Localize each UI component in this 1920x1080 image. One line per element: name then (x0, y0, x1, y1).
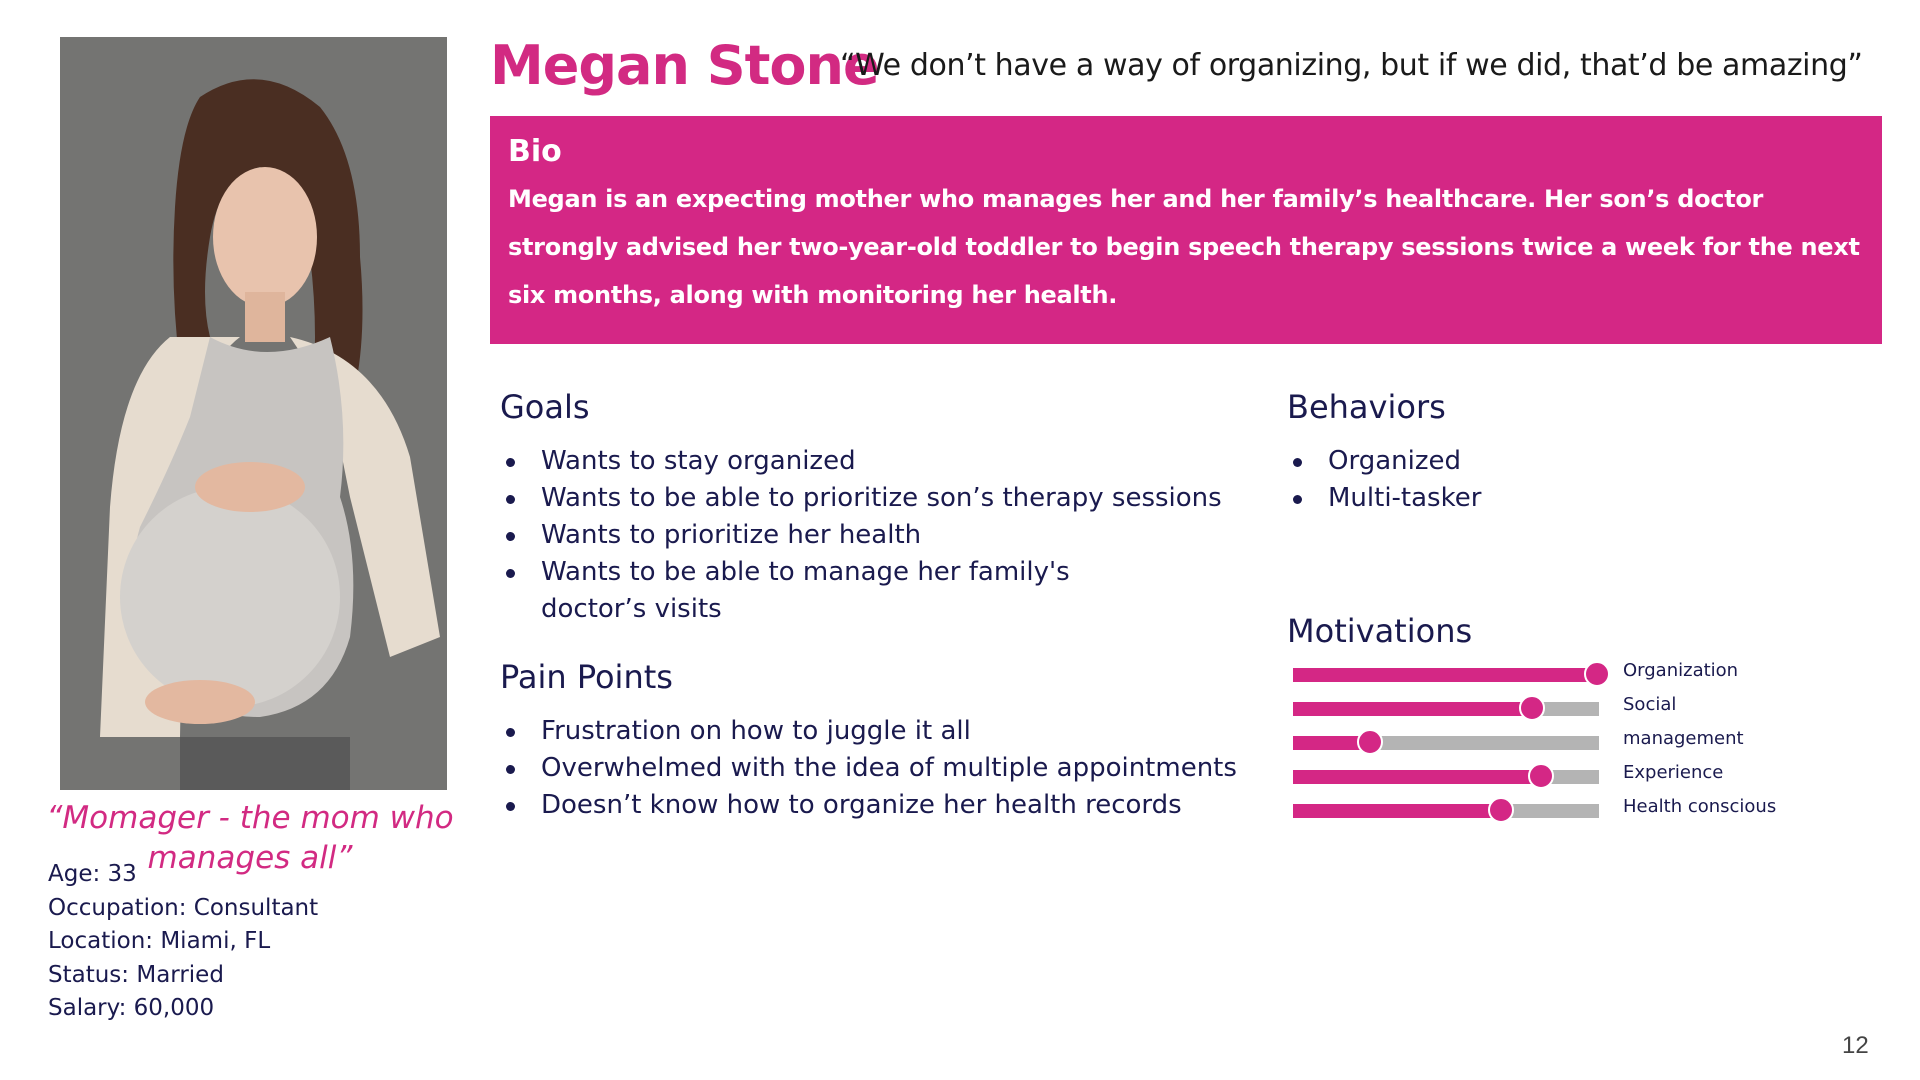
motivation-label: Social (1623, 694, 1677, 715)
motivation-knob (1528, 763, 1554, 789)
bio-text: Megan is an expecting mother who manages… (508, 185, 1860, 309)
pain-points-title: Pain Points (500, 658, 673, 696)
detail-age: Age: 33 (48, 861, 137, 887)
persona-tagline: “Momager - the mom who manages all” (46, 800, 454, 876)
motivation-track (1293, 797, 1599, 823)
bio-panel: Bio Megan is an expecting mother who man… (490, 116, 1882, 344)
persona-name: Megan Stone (490, 34, 880, 97)
pain-points-list: Frustration on how to juggle it all Over… (500, 713, 1260, 824)
motivation-row: management (1293, 728, 1813, 755)
motivation-fill (1293, 668, 1599, 682)
motivation-fill (1293, 770, 1541, 784)
motivation-label: Health conscious (1623, 796, 1777, 817)
detail-occupation: Occupation: Consultant (48, 894, 319, 921)
motivation-row: Social (1293, 694, 1813, 721)
pain-point-item: Overwhelmed with the idea of multiple ap… (500, 750, 1260, 787)
motivation-track (1293, 729, 1599, 755)
pain-point-item: Doesn’t know how to organize her health … (500, 787, 1260, 824)
detail-status: Status: Married (48, 961, 224, 988)
motivation-label: Experience (1623, 762, 1724, 783)
motivation-track (1293, 763, 1599, 789)
motivation-label: management (1623, 728, 1744, 749)
motivations-title: Motivations (1287, 612, 1473, 650)
motivation-fill (1293, 702, 1532, 716)
motivation-row: Experience (1293, 762, 1813, 789)
behavior-item: Multi-tasker (1287, 480, 1687, 517)
behaviors-list: Organized Multi-tasker (1287, 443, 1687, 517)
goal-item: Wants to be able to prioritize son’s the… (500, 480, 1240, 517)
goals-list: Wants to stay organized Wants to be able… (500, 443, 1240, 628)
motivation-fill (1293, 804, 1501, 818)
bio-title: Bio (508, 134, 562, 169)
motivation-knob (1488, 797, 1514, 823)
motivation-label: Organization (1623, 660, 1739, 681)
persona-photo (60, 37, 447, 790)
goals-title: Goals (500, 388, 590, 426)
goal-item: Wants to stay organized (500, 443, 1240, 480)
detail-salary: Salary: 60,000 (48, 995, 215, 1021)
motivation-track (1293, 695, 1599, 721)
persona-details: Age: 33 Occupation: Consultant Location:… (48, 858, 318, 1026)
motivations-sliders: Organization Social management Experienc… (1293, 660, 1813, 830)
detail-location: Location: Miami, FL (48, 928, 271, 954)
motivation-fill (1293, 736, 1370, 750)
motivation-row: Health conscious (1293, 796, 1813, 823)
motivation-knob (1519, 695, 1545, 721)
motivation-knob (1357, 729, 1383, 755)
persona-quote: “We don’t have a way of organizing, but … (840, 48, 1863, 83)
goal-item: Wants to prioritize her health (500, 517, 1240, 554)
behaviors-title: Behaviors (1287, 388, 1446, 426)
motivation-track (1293, 661, 1610, 687)
behavior-item: Organized (1287, 443, 1687, 480)
motivation-knob (1584, 661, 1610, 687)
pain-point-item: Frustration on how to juggle it all (500, 713, 1260, 750)
motivation-row: Organization (1293, 660, 1813, 687)
goal-item: Wants to be able to manage her family's … (500, 554, 1181, 628)
page-number: 12 (1842, 1032, 1869, 1059)
